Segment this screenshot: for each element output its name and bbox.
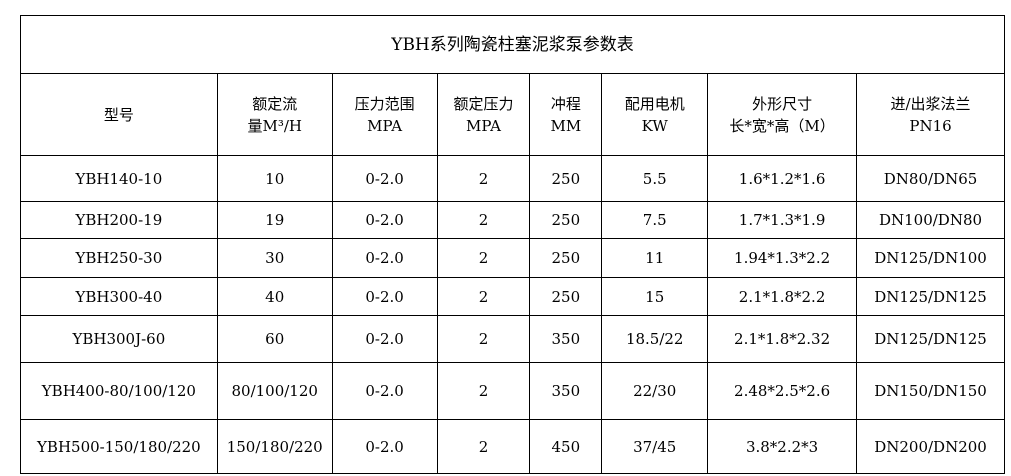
- table-cell: 7.5: [601, 201, 709, 239]
- table-cell: 40: [216, 277, 333, 316]
- header-line1: 额定压力: [453, 94, 514, 113]
- header-line1: 冲程: [550, 94, 581, 113]
- table-cell: DN125/DN125: [856, 277, 1005, 316]
- table-cell: 2: [436, 238, 531, 278]
- header-line2: MM: [550, 116, 582, 135]
- table-cell: DN150/DN150: [856, 362, 1005, 420]
- table-cell: 250: [529, 155, 603, 202]
- table-cell: 1.7*1.3*1.9: [707, 201, 858, 239]
- table-cell: 350: [529, 362, 603, 420]
- column-header: 额定流量M³/H: [216, 73, 333, 156]
- table-cell: 250: [529, 238, 603, 278]
- column-header: 进/出浆法兰 PN16: [856, 73, 1005, 156]
- table-cell: YBH500-150/180/220: [20, 419, 218, 474]
- header-line2: 量M³/H: [247, 116, 302, 135]
- table-cell: DN100/DN80: [856, 201, 1005, 239]
- table-cell: 1.6*1.2*1.6: [707, 155, 858, 202]
- table-row: YBH500-150/180/220 150/180/220 0-2.0 2 450 37…: [20, 419, 1005, 474]
- column-header: 冲程 MM: [529, 73, 603, 156]
- table-cell: DN125/DN100: [856, 238, 1005, 278]
- parameter-table: YBH系列陶瓷柱塞泥浆泵参数表 型号 额定流量M³/H 压力范围 MPA 额定压力 MPA…: [20, 15, 1005, 474]
- column-header: 型号: [20, 73, 218, 156]
- table-cell: 2.1*1.8*2.2: [707, 277, 858, 316]
- table-cell: 15: [601, 277, 709, 316]
- table-cell: 250: [529, 201, 603, 239]
- table-cell: 0-2.0: [331, 315, 438, 363]
- table-cell: 0-2.0: [331, 362, 438, 420]
- header-line1: 进/出浆法兰: [890, 94, 971, 113]
- table-cell: 0-2.0: [331, 238, 438, 278]
- table-cell: 5.5: [601, 155, 709, 202]
- header-line2: KW: [641, 116, 668, 135]
- table-cell: YBH300J-60: [20, 315, 218, 363]
- header-line2: MPA: [466, 116, 501, 135]
- table-cell: 1.94*1.3*2.2: [707, 238, 858, 278]
- column-header: 配用电机 KW: [601, 73, 709, 156]
- header-line1: 型号: [103, 105, 134, 124]
- table-cell: 37/45: [601, 419, 709, 474]
- table-cell: 150/180/220: [216, 419, 333, 474]
- table-cell: 30: [216, 238, 333, 278]
- table-cell: 60: [216, 315, 333, 363]
- table-cell: 2.1*1.8*2.32: [707, 315, 858, 363]
- table-cell: 11: [601, 238, 709, 278]
- table-row: YBH140-10 10 0-2.0 2 250 5.5 1.6*1.2*1.6 DN80/D…: [20, 155, 1005, 202]
- header-line2: PN16: [909, 116, 952, 135]
- table-cell: DN125/DN125: [856, 315, 1005, 363]
- column-header: 额定压力 MPA: [436, 73, 531, 156]
- table-row: YBH300J-60 60 0-2.0 2 350 18.5/22 2.1*1.8*2.32…: [20, 315, 1005, 363]
- table-cell: 0-2.0: [331, 201, 438, 239]
- table-cell: YBH400-80/100/120: [20, 362, 218, 420]
- table-cell: 2: [436, 201, 531, 239]
- table-cell: 0-2.0: [331, 155, 438, 202]
- table-cell: 22/30: [601, 362, 709, 420]
- table-cell: 0-2.0: [331, 419, 438, 474]
- table-cell: 450: [529, 419, 603, 474]
- table-cell: 2: [436, 155, 531, 202]
- table-cell: YBH300-40: [20, 277, 218, 316]
- header-line2: 长*宽*高（M）: [729, 116, 835, 135]
- table-cell: DN80/DN65: [856, 155, 1005, 202]
- table-cell: 2: [436, 362, 531, 420]
- table-cell: YBH200-19: [20, 201, 218, 239]
- header-line1: 外形尺寸: [752, 94, 813, 113]
- table-cell: 2: [436, 419, 531, 474]
- table-row: YBH200-19 19 0-2.0 2 250 7.5 1.7*1.3*1.9 DN100/…: [20, 201, 1005, 239]
- header-line1: 配用电机: [624, 94, 685, 113]
- table-cell: 10: [216, 155, 333, 202]
- table-cell: 19: [216, 201, 333, 239]
- table-cell: 2.48*2.5*2.6: [707, 362, 858, 420]
- table-cell: YBH140-10: [20, 155, 218, 202]
- table-cell: 3.8*2.2*3: [707, 419, 858, 474]
- table-cell: 18.5/22: [601, 315, 709, 363]
- table-cell: 350: [529, 315, 603, 363]
- column-header: 外形尺寸长*宽*高（M）: [707, 73, 858, 156]
- table-title: YBH系列陶瓷柱塞泥浆泵参数表: [20, 15, 1005, 74]
- table-row: YBH400-80/100/120 80/100/120 0-2.0 2 350 22/3…: [20, 362, 1005, 420]
- table-cell: 250: [529, 277, 603, 316]
- table-cell: 0-2.0: [331, 277, 438, 316]
- table-row: YBH300-40 40 0-2.0 2 250 15 2.1*1.8*2.2 DN125/D…: [20, 277, 1005, 316]
- column-header: 压力范围 MPA: [331, 73, 438, 156]
- header-line2: MPA: [367, 116, 403, 135]
- table-cell: 2: [436, 315, 531, 363]
- table-cell: 80/100/120: [216, 362, 333, 420]
- header-line1: 额定流: [252, 94, 298, 113]
- table-row: YBH250-30 30 0-2.0 2 250 11 1.94*1.3*2.2 DN125/…: [20, 238, 1005, 278]
- table-cell: YBH250-30: [20, 238, 218, 278]
- table-cell: DN200/DN200: [856, 419, 1005, 474]
- header-line1: 压力范围: [354, 94, 415, 113]
- table-cell: 2: [436, 277, 531, 316]
